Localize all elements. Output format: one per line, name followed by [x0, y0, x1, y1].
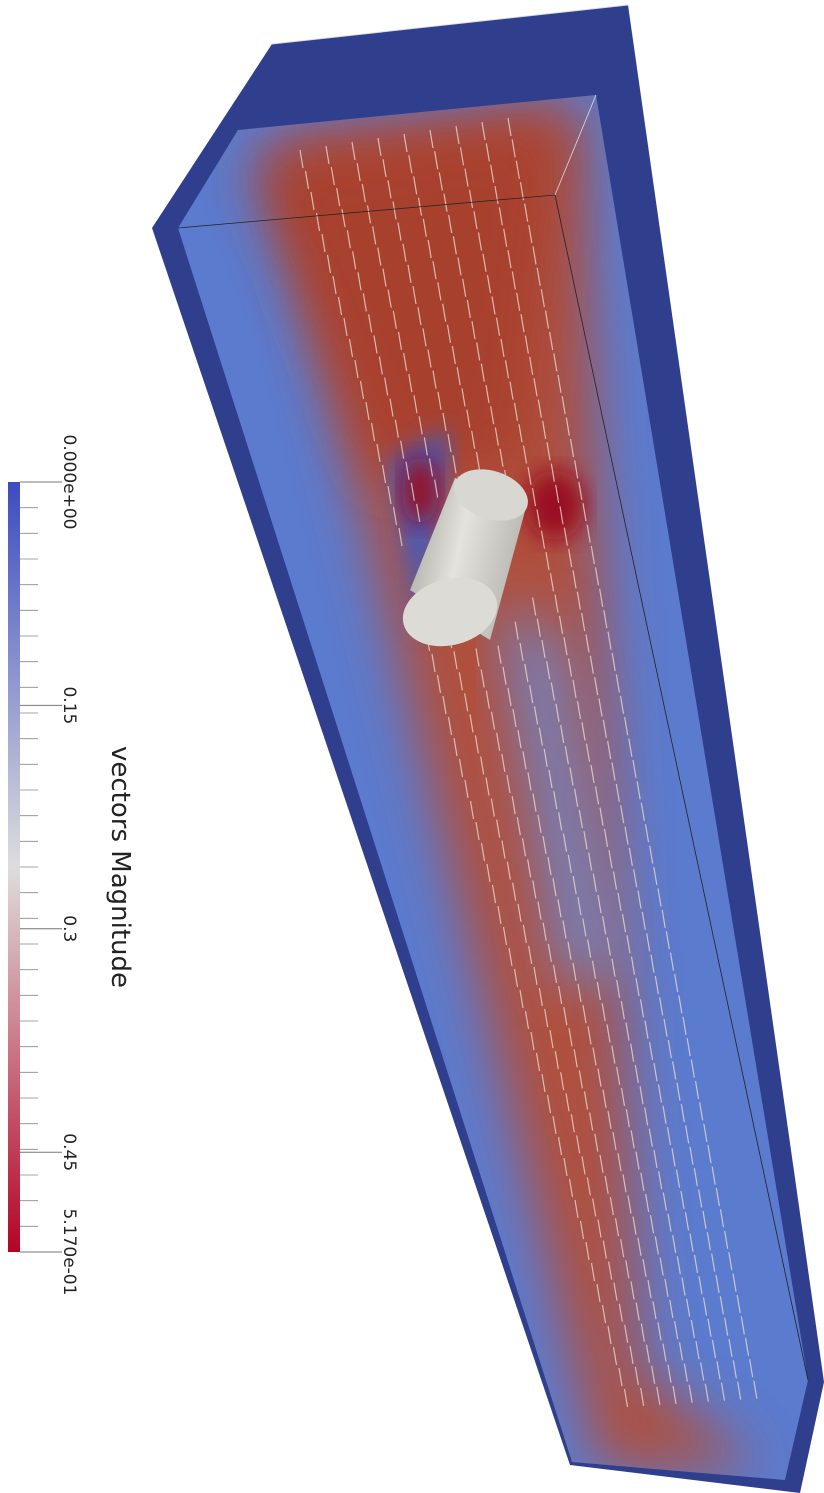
tick-label: 0.000e+00 [59, 434, 79, 529]
tick-label: 0.15 [59, 686, 79, 724]
tick-label: 5.170e-01 [59, 1209, 79, 1296]
legend-title: vectors Magnitude [105, 746, 135, 988]
tick-label: 0.45 [59, 1133, 79, 1171]
color-bar [8, 482, 20, 1252]
scene: vectors Magnitude 0.000e+00 0.15 0.3 0.45 5.… [0, 0, 824, 1493]
tick-label: 0.3 [59, 915, 79, 942]
flow-domain [152, 5, 824, 1493]
color-legend: vectors Magnitude 0.000e+00 0.15 0.3 0.45 5.… [8, 434, 135, 1295]
